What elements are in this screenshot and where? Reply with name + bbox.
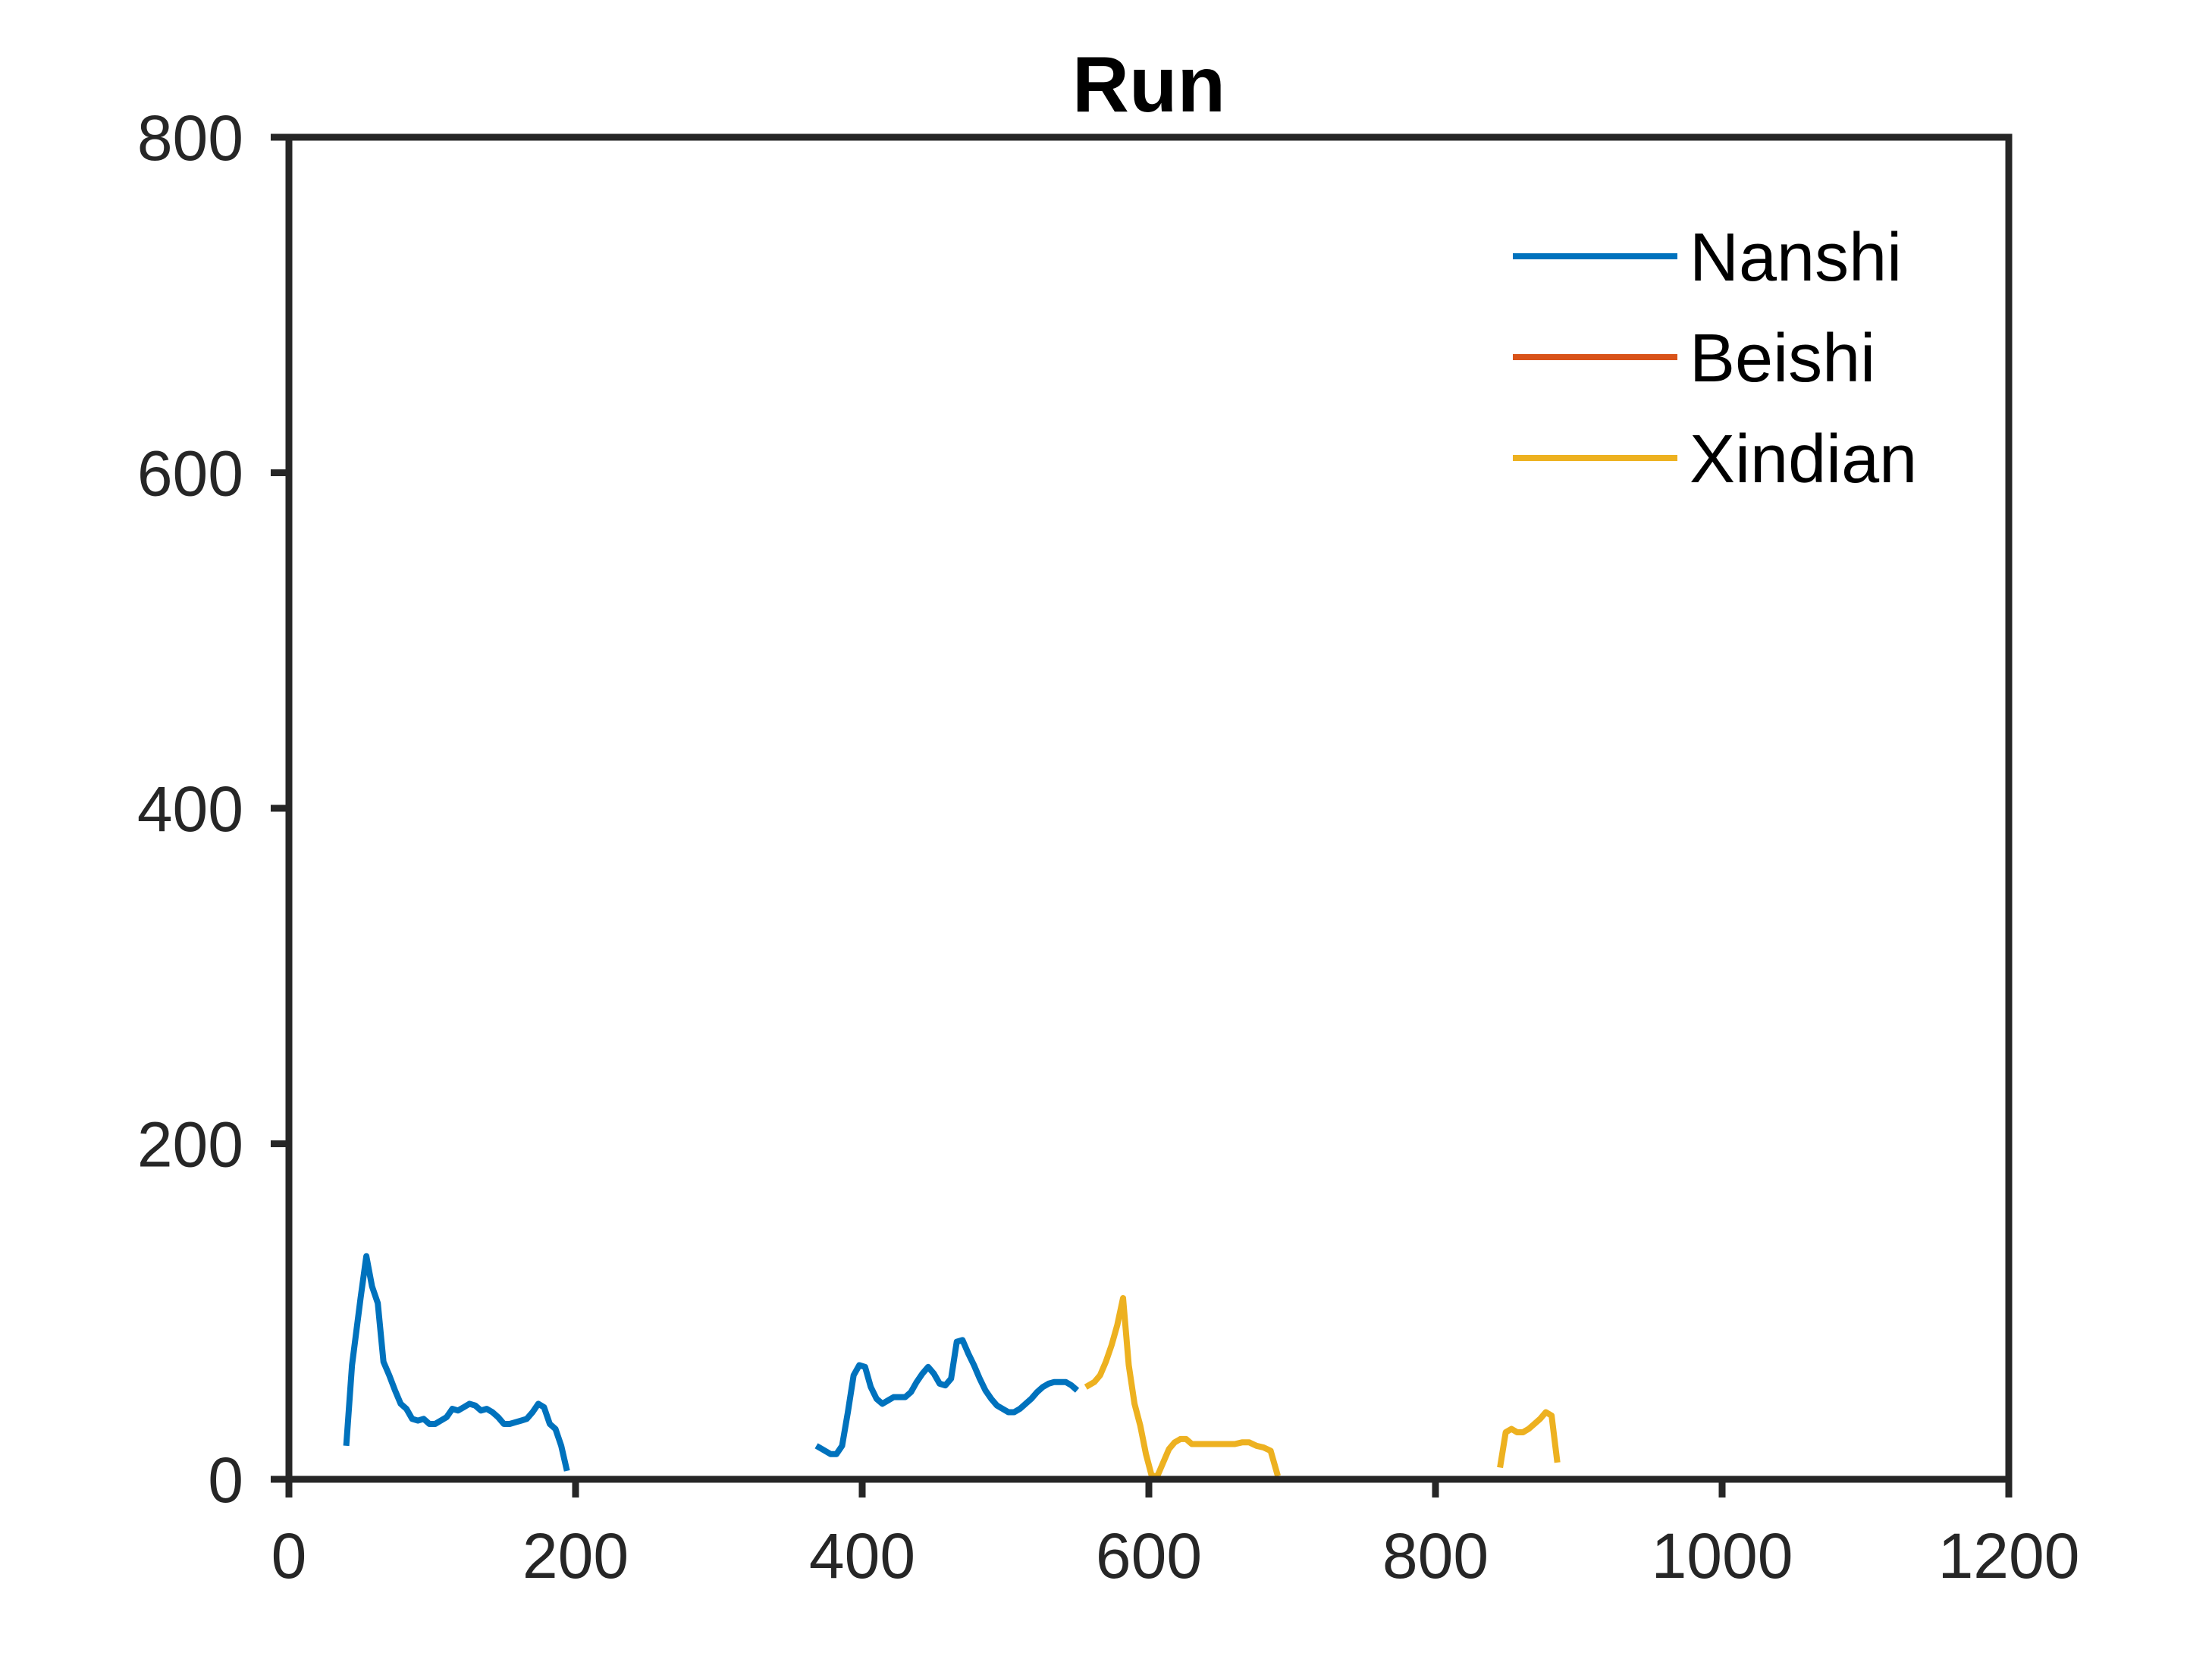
legend-label-nanshi: Nanshi — [1690, 220, 1902, 296]
x-tick-label-1000: 1000 — [1652, 1520, 1793, 1592]
y-tick-label-600: 600 — [137, 438, 243, 510]
legend-label-beishi: Beishi — [1690, 321, 1875, 397]
x-axis: 0 200 400 600 800 1000 1200 — [271, 1479, 2080, 1592]
y-tick-label-800: 800 — [137, 102, 243, 174]
legend-label-xindian: Xindian — [1690, 422, 1917, 497]
series-line-nanshi-2 — [814, 1337, 1080, 1457]
x-tick-label-200: 200 — [522, 1520, 629, 1592]
x-tick-label-0: 0 — [271, 1520, 307, 1592]
x-tick-label-800: 800 — [1382, 1520, 1489, 1592]
legend: Nanshi Beishi Xindian — [1513, 220, 1917, 497]
x-tick-label-600: 600 — [1096, 1520, 1202, 1592]
x-tick-label-1200: 1200 — [1938, 1520, 2080, 1592]
x-tick-label-400: 400 — [809, 1520, 915, 1592]
y-axis: 0 200 400 600 800 — [137, 102, 289, 1516]
y-tick-label-0: 0 — [208, 1444, 243, 1516]
series-line-nanshi-1 — [343, 1253, 570, 1472]
series-line-xindian-2 — [1497, 1409, 1561, 1469]
chart-title: Run — [1072, 41, 1225, 129]
y-tick-label-200: 200 — [137, 1109, 243, 1181]
series-line-xindian-1 — [1084, 1295, 1281, 1479]
y-tick-label-400: 400 — [137, 773, 243, 845]
series-layer — [343, 1253, 1561, 1479]
